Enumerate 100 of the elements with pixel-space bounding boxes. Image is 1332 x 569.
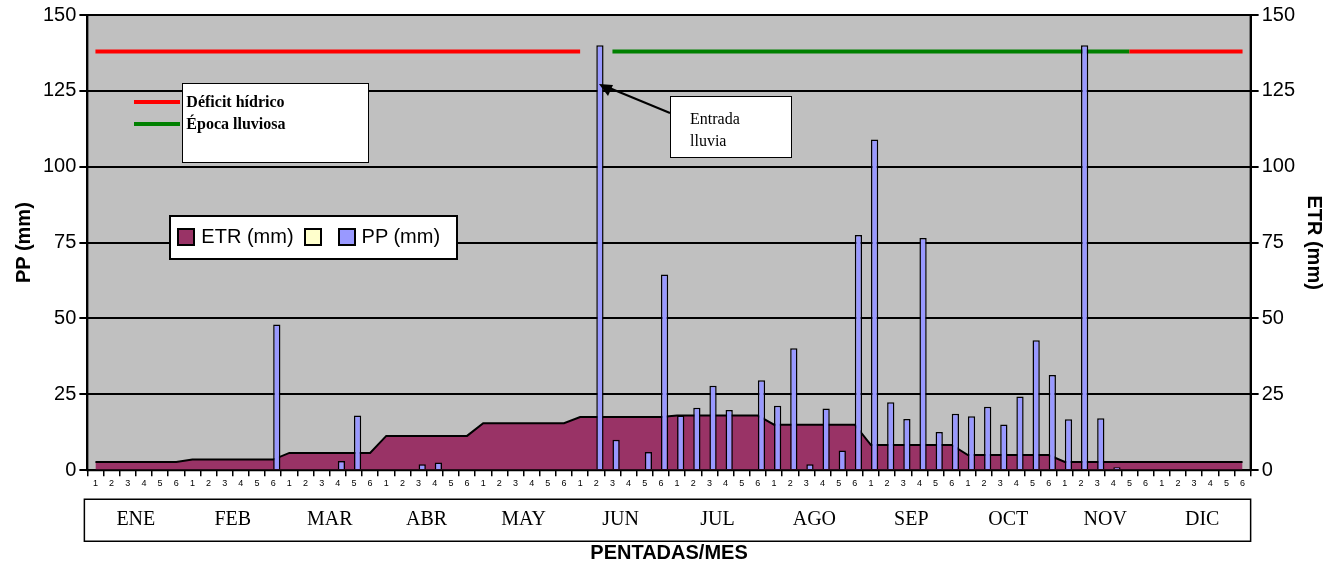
- x-tick-label: 4: [626, 478, 632, 489]
- y2-tick-label: 0: [1261, 457, 1273, 480]
- text: ENE: [116, 507, 156, 530]
- text: ABR: [406, 507, 448, 530]
- x-tick-label: 5: [254, 478, 260, 489]
- x-tick-label: 1: [771, 478, 777, 489]
- x-tick-label: 5: [1030, 478, 1036, 489]
- x-tick-label: 3: [1094, 478, 1100, 489]
- x-tick-label: 6: [1046, 478, 1052, 489]
- x-tick-label: 4: [1013, 478, 1019, 489]
- text: JUL: [700, 507, 735, 530]
- x-tick-label: 5: [448, 478, 454, 489]
- y-tick-label: 100: [42, 154, 77, 177]
- x-tick-label: 1: [674, 478, 680, 489]
- x-tick-label: 6: [852, 478, 858, 489]
- x-tick-label: 2: [1078, 478, 1084, 489]
- x-tick-label: 4: [723, 478, 729, 489]
- x-tick-label: 5: [836, 478, 842, 489]
- y-tick-label: 125: [42, 78, 77, 101]
- x-tick-label: 1: [1159, 478, 1165, 489]
- x-tick-label: 4: [1110, 478, 1116, 489]
- x-tick-label: 3: [900, 478, 906, 489]
- x-tick-label: 6: [658, 478, 664, 489]
- x-tick-label: 4: [916, 478, 922, 489]
- text: SEP: [894, 507, 929, 530]
- x-tick-label: 4: [238, 478, 244, 489]
- x-tick-label: 6: [464, 478, 470, 489]
- legend-label: ETR (mm): [201, 225, 294, 248]
- x-tick-label: 2: [981, 478, 987, 489]
- x-tick-label: 4: [1207, 478, 1213, 489]
- x-tick-label: 3: [222, 478, 228, 489]
- x-tick-label: 5: [933, 478, 939, 489]
- y2-tick-label: 50: [1261, 305, 1284, 328]
- x-tick-label: 2: [302, 478, 308, 489]
- x-tick-label: 1: [383, 478, 389, 489]
- x-tick-label: 5: [1223, 478, 1229, 489]
- text: MAY: [501, 507, 547, 530]
- text: DIC: [1184, 507, 1220, 530]
- y2-axis-title: ETR (mm): [1304, 195, 1327, 290]
- legend-label: Época lluviosa: [186, 115, 286, 133]
- x-tick-label: 1: [286, 478, 292, 489]
- x-tick-label: 4: [819, 478, 825, 489]
- y-tick-label: 50: [54, 305, 77, 328]
- x-tick-label: 1: [577, 478, 583, 489]
- text: NOV: [1083, 507, 1128, 530]
- x-tick-label: 5: [157, 478, 163, 489]
- x-tick-label: 3: [803, 478, 809, 489]
- x-tick-label: 4: [141, 478, 147, 489]
- x-tick-label: 2: [787, 478, 793, 489]
- y2-tick-label: 75: [1261, 230, 1284, 253]
- x-tick-label: 4: [529, 478, 535, 489]
- x-tick-label: 6: [949, 478, 955, 489]
- y-axis-title: PP (mm): [11, 202, 34, 283]
- x-tick-label: 1: [965, 478, 971, 489]
- x-tick-label: 3: [416, 478, 422, 489]
- x-tick-label: 2: [690, 478, 696, 489]
- y2-tick-label: 25: [1261, 381, 1284, 404]
- x-tick-label: 1: [868, 478, 874, 489]
- x-tick-label: 5: [545, 478, 551, 489]
- x-tick-label: 6: [1143, 478, 1149, 489]
- x-tick-label: 2: [884, 478, 890, 489]
- y-tick-label: 0: [65, 457, 77, 480]
- x-tick-label: 6: [755, 478, 761, 489]
- legend-label: PP (mm): [361, 225, 441, 248]
- legend-label: Déficit hídrico: [186, 93, 285, 111]
- y-tick-label: 25: [54, 381, 77, 404]
- x-tick-label: 5: [642, 478, 648, 489]
- x-tick-label: 3: [513, 478, 519, 489]
- x-tick-label: 5: [739, 478, 745, 489]
- x-tick-label: 2: [206, 478, 212, 489]
- x-axis-title: PENTADAS/MES: [590, 540, 748, 563]
- x-tick-label: 6: [173, 478, 179, 489]
- x-tick-label: 1: [92, 478, 98, 489]
- y-tick-label: 150: [42, 2, 77, 25]
- x-tick-label: 2: [593, 478, 599, 489]
- x-tick-label: 2: [496, 478, 502, 489]
- text: JUN: [602, 507, 639, 530]
- x-tick-label: 1: [1062, 478, 1068, 489]
- x-tick-label: 6: [1240, 478, 1246, 489]
- y2-tick-label: 100: [1261, 154, 1296, 177]
- x-tick-label: 4: [432, 478, 438, 489]
- x-tick-label: 3: [1191, 478, 1197, 489]
- x-tick-label: 3: [997, 478, 1003, 489]
- text: AGO: [792, 507, 837, 530]
- x-tick-label: 6: [270, 478, 276, 489]
- x-tick-label: 5: [351, 478, 357, 489]
- x-tick-label: 6: [367, 478, 373, 489]
- annotation: Entrada lluvia: [690, 109, 741, 151]
- x-tick-label: 1: [480, 478, 486, 489]
- text: FEB: [214, 507, 252, 530]
- x-tick-label: 3: [609, 478, 615, 489]
- text: MAR: [306, 507, 354, 530]
- x-tick-label: 2: [1175, 478, 1181, 489]
- x-tick-label: 3: [125, 478, 131, 489]
- y2-tick-label: 125: [1261, 78, 1296, 101]
- y-tick-label: 75: [54, 230, 77, 253]
- x-tick-label: 2: [109, 478, 115, 489]
- x-tick-label: 6: [561, 478, 567, 489]
- x-tick-label: 3: [319, 478, 325, 489]
- x-tick-label: 1: [189, 478, 195, 489]
